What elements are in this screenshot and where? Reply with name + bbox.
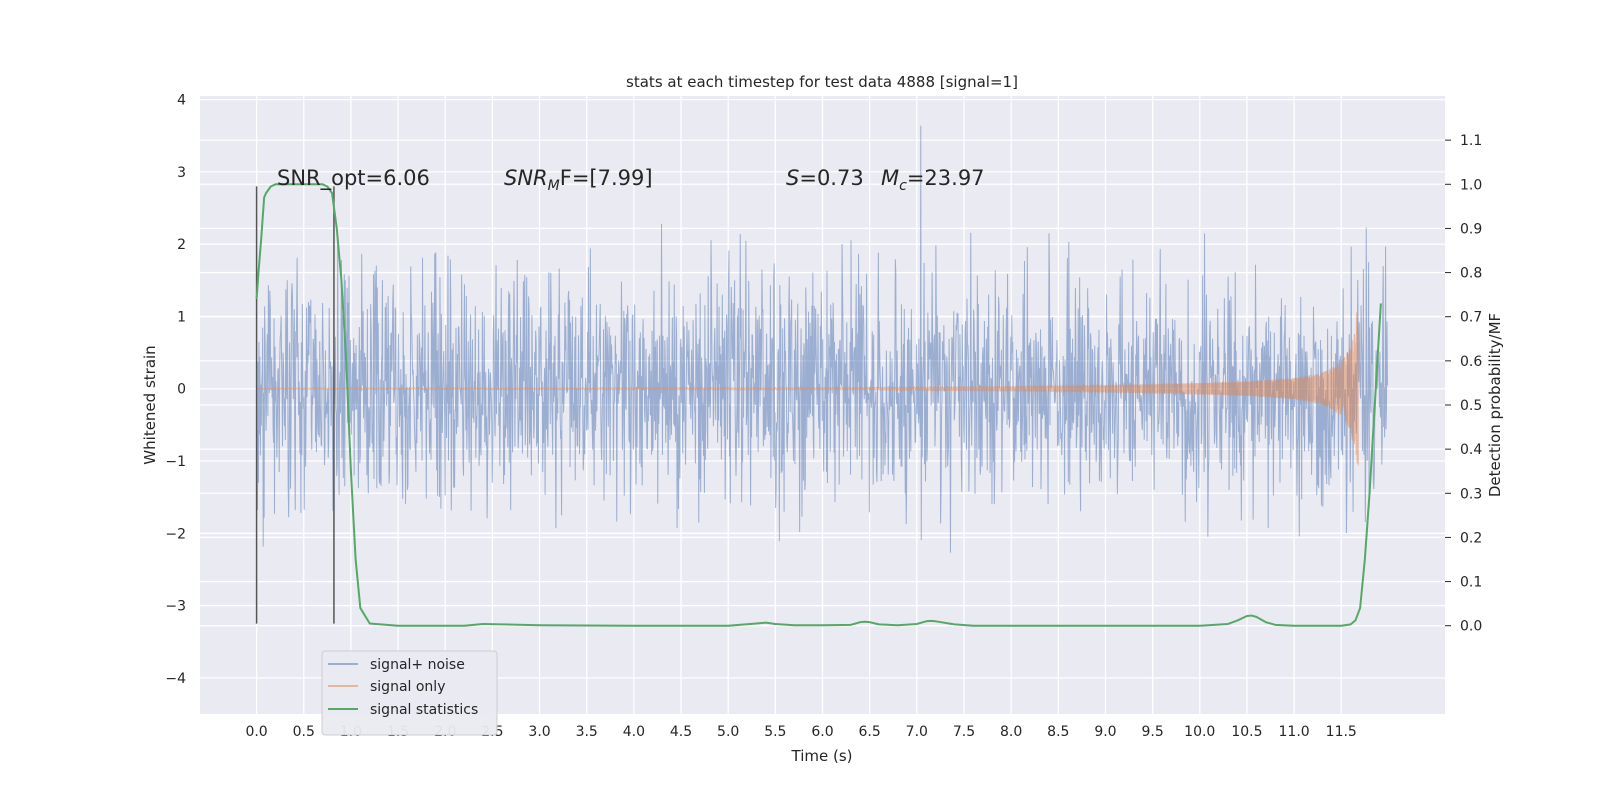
x-tick-label-17: 8.5 [1047,724,1069,740]
y-right-tick-label-5: 0.6 [1460,354,1482,370]
y-tick-label-5: −1 [165,454,186,470]
series-signal-statistics [255,183,1382,627]
x-tick-label-13: 6.5 [859,724,881,740]
vertical-markers [255,186,335,624]
y-right-tick-label-10: 0.1 [1460,575,1482,591]
annotation-mc-rest: =23.97 [907,166,985,190]
series-signal-noise [256,125,1388,553]
y-tick-label-7: −3 [165,599,186,615]
legend-label-signal-only: signal only [370,679,445,695]
x-tick-label-14: 7.0 [906,724,928,740]
x-axis-title: Time (s) [791,747,853,765]
legend: signal+ noise signal only signal statist… [321,650,498,736]
signal-noise-line [256,125,1388,553]
x-tick-label-7: 3.5 [576,724,598,740]
y-right-tick-label-11: 0.0 [1460,619,1482,635]
annotation-s: S=0.73 [786,166,864,190]
legend-label-signal-statistics: signal statistics [370,702,478,718]
x-tick-label-1: 0.5 [293,724,315,740]
y-axis-right-title: Detection probability/MF [1486,313,1504,497]
y-tick-label-1: 3 [177,165,186,181]
chart-title: stats at each timestep for test data 488… [626,73,1018,91]
x-tick-label-12: 6.0 [811,724,833,740]
signal-statistics-line [255,183,1382,627]
x-tick-label-16: 8.0 [1000,724,1022,740]
y-right-tick-label-9: 0.2 [1460,530,1482,546]
x-tick-label-8: 4.0 [623,724,645,740]
x-tick-label-9: 4.5 [670,724,692,740]
x-tick-label-6: 3.0 [528,724,550,740]
annotation-snr-mf: SNRMF=[7.99] [504,166,653,194]
annotation-s-main: S [786,166,799,190]
x-tick-label-11: 5.5 [764,724,786,740]
annotation-mc: Mc=23.97 [881,166,985,194]
y-tick-label-2: 2 [177,237,186,253]
annotation-snr-mf-sub: M [548,178,560,194]
annotation-snr-mf-rest: F=[7.99] [560,166,653,190]
y-axis-title: Whitened strain [141,345,159,464]
y-right-tick-label-0: 1.1 [1460,133,1482,149]
annotation-snr-mf-main: SNR [504,166,548,190]
x-tick-label-0: 0.0 [245,724,267,740]
y-tick-label-3: 1 [177,309,186,325]
y-right-tick-label-1: 1.0 [1460,177,1482,193]
y-tick-label-6: −2 [165,526,186,542]
x-tick-label-22: 11.0 [1279,724,1310,740]
legend-label-signal-noise: signal+ noise [370,657,465,673]
annotation-mc-main: M [881,166,899,190]
y-right-tick-label-4: 0.7 [1460,310,1482,326]
x-tick-label-18: 9.0 [1094,724,1116,740]
y-right-tick-label-6: 0.5 [1460,398,1482,414]
x-tick-label-20: 10.0 [1184,724,1215,740]
annotation-mc-sub: c [899,178,907,194]
x-tick-label-21: 10.5 [1231,724,1262,740]
x-tick-label-23: 11.5 [1326,724,1357,740]
legend-box [321,650,498,736]
y-right-tick-label-2: 0.9 [1460,221,1482,237]
annotation-s-rest: =0.73 [799,166,863,190]
y-right-tick-label-7: 0.4 [1460,442,1482,458]
y-tick-label-0: 4 [177,93,186,109]
x-tick-label-15: 7.5 [953,724,975,740]
annotation-snr-opt: SNR_opt=6.06 [277,166,430,191]
x-tick-label-19: 9.5 [1141,724,1163,740]
y-tick-label-8: −4 [165,671,186,687]
y-tick-label-4: 0 [177,382,186,398]
signal-only-line [256,312,1359,466]
series-signal-only [256,312,1359,466]
y-right-tick-label-8: 0.3 [1460,486,1482,502]
y-right-tick-label-3: 0.8 [1460,266,1482,282]
x-tick-label-10: 5.0 [717,724,739,740]
